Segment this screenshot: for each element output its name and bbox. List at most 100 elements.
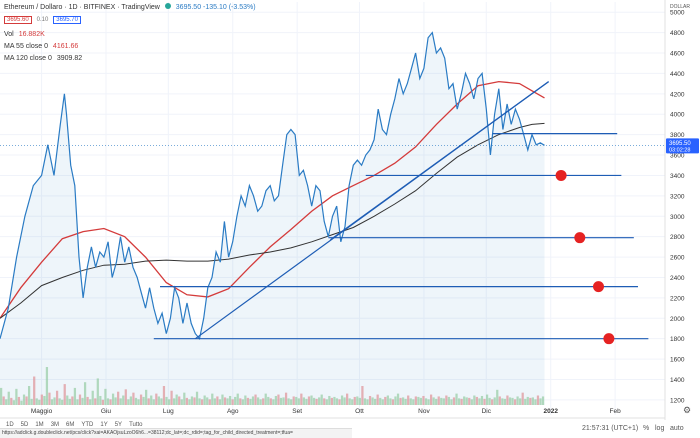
range-button-1m[interactable]: 1M <box>35 422 44 428</box>
volume-bar <box>323 398 326 405</box>
moving-averages <box>0 80 545 319</box>
volume-bar <box>381 399 384 405</box>
volume-bar <box>307 396 311 405</box>
volume-bar <box>287 398 290 405</box>
volume-bar <box>83 382 87 405</box>
time-axis: Maggio Giu Lug Ago Set Ott Nov Dic 2022 Feb <box>0 408 665 419</box>
volume-bar <box>465 397 468 405</box>
volume-bar <box>277 394 280 405</box>
volume-bar <box>254 394 257 405</box>
volume-bar <box>114 397 117 405</box>
volume-bar <box>351 399 354 405</box>
volume-bar <box>335 398 339 405</box>
volume-bar <box>167 399 171 405</box>
price-change: 3695.50 -135.10 (-3.53%) <box>175 4 256 11</box>
currency-label: DOLLAR <box>670 4 691 10</box>
log-toggle[interactable]: log <box>655 425 665 432</box>
volume-bar <box>460 398 463 405</box>
volume-bar <box>330 397 333 405</box>
volume-value: 16.882K <box>18 31 45 38</box>
volume-bar <box>506 395 509 405</box>
volume-bar <box>526 396 529 405</box>
y-tick-label: 4400 <box>670 71 685 78</box>
y-tick-label: 3200 <box>670 193 685 200</box>
volume-bar <box>10 397 13 405</box>
volume-bar <box>190 396 194 405</box>
volume-bar <box>183 392 186 405</box>
volume-bar <box>353 396 356 405</box>
range-button-5d[interactable]: 5D <box>20 422 29 428</box>
auto-toggle[interactable]: auto <box>670 425 684 432</box>
volume-bar <box>452 397 456 405</box>
bid-price[interactable]: 3695.60 <box>4 16 32 24</box>
volume-bar <box>348 398 351 405</box>
volume-bar <box>142 396 145 405</box>
volume-bar <box>129 396 133 405</box>
x-tick-label: Nov <box>418 408 430 415</box>
volume-bar <box>213 398 216 405</box>
price-area-fill <box>0 32 545 405</box>
volume-bar <box>389 398 392 405</box>
volume-bar <box>94 398 97 405</box>
volume-bar <box>7 391 10 405</box>
percent-toggle[interactable]: % <box>643 425 650 432</box>
volume-bar <box>343 397 346 405</box>
range-button-tutto[interactable]: Tutto <box>129 422 143 428</box>
y-tick-label: 3800 <box>670 132 685 139</box>
volume-label: Vol <box>4 31 14 38</box>
volume-bar <box>320 394 323 405</box>
volume-bar <box>58 398 61 405</box>
volume-bar <box>27 386 31 405</box>
range-button-1d[interactable]: 1D <box>6 422 14 428</box>
range-button-6m[interactable]: 6M <box>66 422 75 428</box>
range-button-1y[interactable]: 1Y <box>100 422 108 428</box>
volume-bar <box>516 396 519 405</box>
x-tick-label: Set <box>292 408 302 415</box>
drawings <box>153 81 649 345</box>
volume-bar <box>89 399 92 405</box>
volume-bar <box>539 398 542 405</box>
volume-bar <box>48 392 51 405</box>
volume-bar <box>221 394 224 405</box>
volume-bar <box>371 397 374 405</box>
volume-bar <box>440 397 443 405</box>
volume-bar <box>81 397 84 405</box>
volume-bar <box>475 396 479 405</box>
y-tick-label: 5000 <box>670 10 685 17</box>
volume-bars <box>0 367 545 405</box>
y-tick-label: 3600 <box>670 153 685 160</box>
volume-bar <box>282 397 285 405</box>
volume-bar <box>99 395 102 405</box>
range-button-5y[interactable]: 5Y <box>114 422 123 428</box>
volume-bar <box>185 397 188 405</box>
volume-bar <box>391 399 395 405</box>
volume-bar <box>274 395 278 405</box>
ask-price[interactable]: 3695.70 <box>53 16 81 24</box>
settings-gear-icon[interactable]: ⚙ <box>683 405 692 415</box>
volume-bar <box>284 392 288 405</box>
y-tick-label: 4600 <box>670 51 685 58</box>
volume-bar <box>249 398 252 405</box>
range-button-3m[interactable]: 3M <box>50 422 60 428</box>
volume-bar <box>5 399 8 405</box>
volume-bar <box>124 389 127 405</box>
volume-bar <box>216 396 219 405</box>
range-button-ytd[interactable]: YTD <box>81 422 94 428</box>
volume-bar <box>468 397 471 405</box>
volume-bar <box>376 394 379 405</box>
volume-bar <box>256 397 260 405</box>
volume-bar <box>435 398 438 405</box>
volume-bar <box>366 399 369 405</box>
volume-bar <box>450 399 453 405</box>
volume-bar <box>292 396 295 405</box>
volume-bar <box>491 399 494 405</box>
volume-bar <box>239 398 242 405</box>
y-tick-label: 1400 <box>670 377 685 384</box>
volume-bar <box>40 394 43 405</box>
volume-bar <box>22 394 26 405</box>
volume-bar <box>45 367 49 405</box>
volume-bar <box>318 397 321 405</box>
x-tick-label: Feb <box>610 408 622 415</box>
volume-bar <box>419 397 423 405</box>
